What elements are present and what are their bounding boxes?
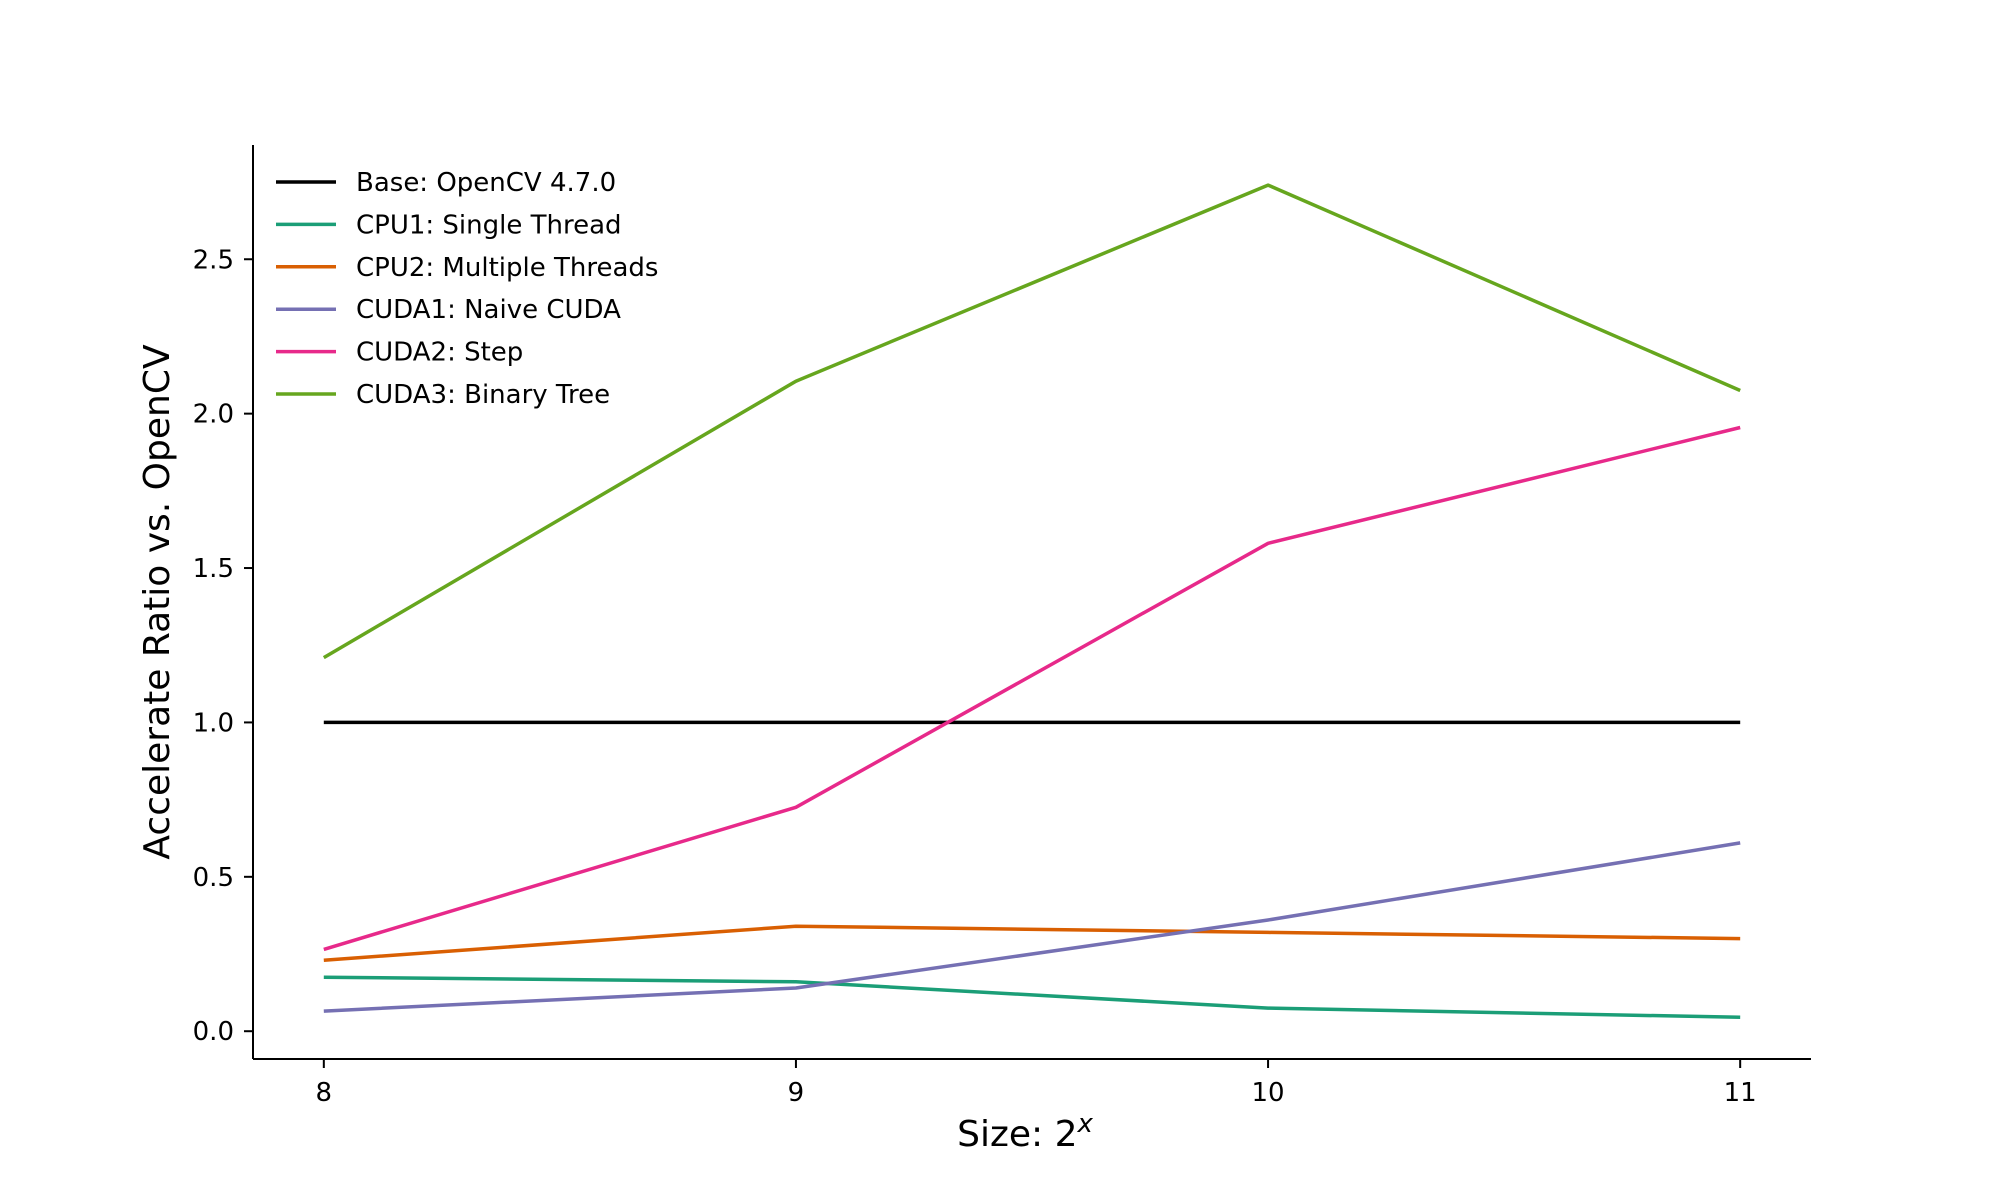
x-axis-label: Size: 2x <box>957 1109 1093 1155</box>
y-tick-label: 2.0 <box>193 400 234 430</box>
y-tick-label: 0.5 <box>193 863 234 893</box>
y-tick-label: 1.5 <box>193 554 234 584</box>
x-tick-label: 8 <box>316 1078 333 1108</box>
y-tick-label: 2.5 <box>193 245 234 275</box>
series-line-cpu2 <box>323 924 1741 962</box>
legend-label-cuda2: CUDA2: Step <box>356 338 523 368</box>
axes <box>252 145 1811 1060</box>
tick-marks: 8 9 10 11 0.0 0.5 1.0 1.5 2.0 2.5 <box>193 245 1757 1108</box>
x-tick-label: 9 <box>788 1078 805 1108</box>
y-tick-label: 1.0 <box>193 708 234 738</box>
y-axis-label: Accelerate Ratio vs. OpenCV <box>137 344 178 860</box>
legend: Base: OpenCV 4.7.0 CPU1: Single Thread CPU… <box>276 168 658 410</box>
legend-label-cpu1: CPU1: Single Thread <box>356 210 622 240</box>
x-tick-label: 11 <box>1724 1078 1757 1108</box>
legend-label-cuda3: CUDA3: Binary Tree <box>356 380 610 410</box>
legend-label-base: Base: OpenCV 4.7.0 <box>356 168 616 198</box>
x-tick-label: 10 <box>1252 1078 1285 1108</box>
axis-labels: Size: 2x Accelerate Ratio vs. OpenCV <box>137 344 1093 1155</box>
series-lines <box>322 183 1741 1020</box>
legend-label-cpu2: CPU2: Multiple Threads <box>356 253 658 283</box>
series-line-cuda1 <box>323 841 1741 1013</box>
series-line-cpu1 <box>323 975 1741 1020</box>
x-axis-label-base: Size: 2 <box>957 1114 1077 1155</box>
x-axis-label-exponent: x <box>1076 1109 1093 1139</box>
series-line-cuda2 <box>323 425 1741 952</box>
y-tick-label: 0.0 <box>193 1017 234 1047</box>
legend-label-cuda1: CUDA1: Naive CUDA <box>356 295 621 325</box>
series-line-cuda3 <box>322 183 1741 660</box>
